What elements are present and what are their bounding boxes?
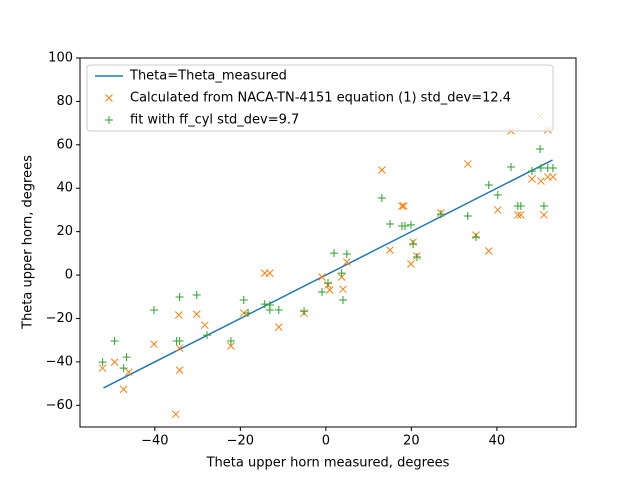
plus-marker: [260, 300, 269, 309]
x-tick-label: 0: [322, 434, 330, 449]
plus-marker: [274, 306, 283, 315]
x-marker: [339, 285, 347, 294]
y-tick-label: −40: [46, 354, 73, 369]
y-tick-label: 20: [56, 224, 73, 239]
plus-marker: [192, 291, 201, 300]
y-tick-label: 40: [56, 181, 73, 196]
plus-marker: [226, 337, 235, 346]
x-marker: [537, 177, 545, 185]
legend-box: [86, 64, 554, 132]
legend-marker: [105, 94, 113, 102]
x-marker: [399, 202, 408, 210]
plus-marker: [265, 301, 274, 310]
x-marker: [318, 273, 326, 281]
y-tick-label: 60: [56, 137, 73, 152]
x-tick-label: 40: [489, 434, 506, 449]
x-marker: [175, 344, 184, 353]
plus-marker: [239, 296, 248, 305]
plus-marker: [318, 287, 327, 296]
legend-label: fit with ff_cyl std_dev=9.7: [130, 113, 299, 128]
y-tick-label: 100: [48, 51, 73, 66]
x-marker: [171, 410, 180, 419]
plus-marker: [536, 164, 545, 173]
plus-marker: [300, 307, 309, 316]
x-marker: [342, 258, 351, 266]
plus-marker: [122, 353, 131, 362]
legend-marker: [105, 116, 113, 124]
x-tick-label: −40: [141, 434, 168, 449]
x-axis-label: Theta upper horn measured, degrees: [206, 456, 450, 471]
x-tick-label: −20: [227, 434, 254, 449]
plus-marker: [400, 222, 409, 231]
plus-marker: [175, 337, 184, 346]
plus-marker: [493, 190, 502, 199]
x-marker: [516, 211, 525, 219]
x-marker: [119, 385, 128, 394]
x-marker: [540, 211, 548, 219]
plus-marker: [471, 233, 480, 242]
x-marker: [386, 246, 394, 254]
plus-marker: [377, 194, 386, 203]
plus-marker: [484, 180, 493, 189]
x-marker: [549, 173, 557, 181]
plus-marker: [539, 202, 548, 211]
x-marker: [493, 206, 502, 214]
plus-marker: [386, 220, 394, 229]
x-marker: [227, 342, 235, 350]
y-tick-label: 0: [65, 268, 73, 283]
y-axis-label: Theta upper horn, degrees: [21, 155, 36, 330]
x-marker: [463, 160, 472, 168]
x-marker: [484, 247, 493, 255]
x-marker: [239, 309, 248, 317]
legend-label: Theta=Theta_measured: [129, 69, 287, 84]
x-marker: [398, 202, 406, 210]
plus-marker: [527, 167, 536, 176]
plus-marker: [110, 337, 119, 346]
plus-marker: [202, 331, 211, 340]
x-marker: [201, 321, 209, 330]
x-marker: [325, 286, 334, 294]
x-marker: [150, 340, 158, 348]
plus-marker: [338, 296, 347, 305]
plus-marker: [337, 269, 346, 278]
x-marker: [174, 311, 183, 319]
x-marker: [110, 358, 119, 366]
plus-marker: [119, 364, 128, 373]
y-tick-label: 80: [56, 94, 73, 109]
plus-marker: [412, 253, 421, 262]
y-tick-label: −60: [46, 398, 73, 413]
x-marker: [407, 260, 415, 268]
plus-marker: [324, 279, 332, 288]
plus-marker: [436, 210, 445, 219]
legend-label: Calculated from NACA-TN-4151 equation (1…: [130, 91, 511, 106]
x-marker: [192, 310, 201, 318]
plot-frame: [79, 57, 577, 428]
plus-marker: [406, 220, 415, 229]
x-marker: [513, 211, 522, 219]
plus-marker: [342, 250, 351, 259]
x-marker: [175, 366, 184, 374]
y-tick-label: −20: [46, 311, 73, 326]
x-marker: [98, 364, 107, 373]
x-marker: [265, 269, 274, 277]
x-marker: [378, 166, 386, 174]
plus-marker: [329, 249, 338, 258]
plus-marker: [409, 240, 418, 249]
plus-marker: [463, 212, 472, 221]
plus-marker: [536, 144, 545, 153]
plus-marker: [507, 162, 516, 171]
plus-marker: [516, 202, 525, 211]
x-marker: [274, 323, 283, 332]
x-marker: [124, 368, 133, 376]
plus-marker: [548, 164, 557, 173]
plus-marker: [175, 292, 184, 301]
plus-marker: [98, 358, 107, 367]
plus-marker: [244, 309, 253, 318]
plus-marker: [149, 306, 158, 315]
x-marker: [528, 175, 536, 183]
x-tick-label: 20: [403, 434, 420, 449]
